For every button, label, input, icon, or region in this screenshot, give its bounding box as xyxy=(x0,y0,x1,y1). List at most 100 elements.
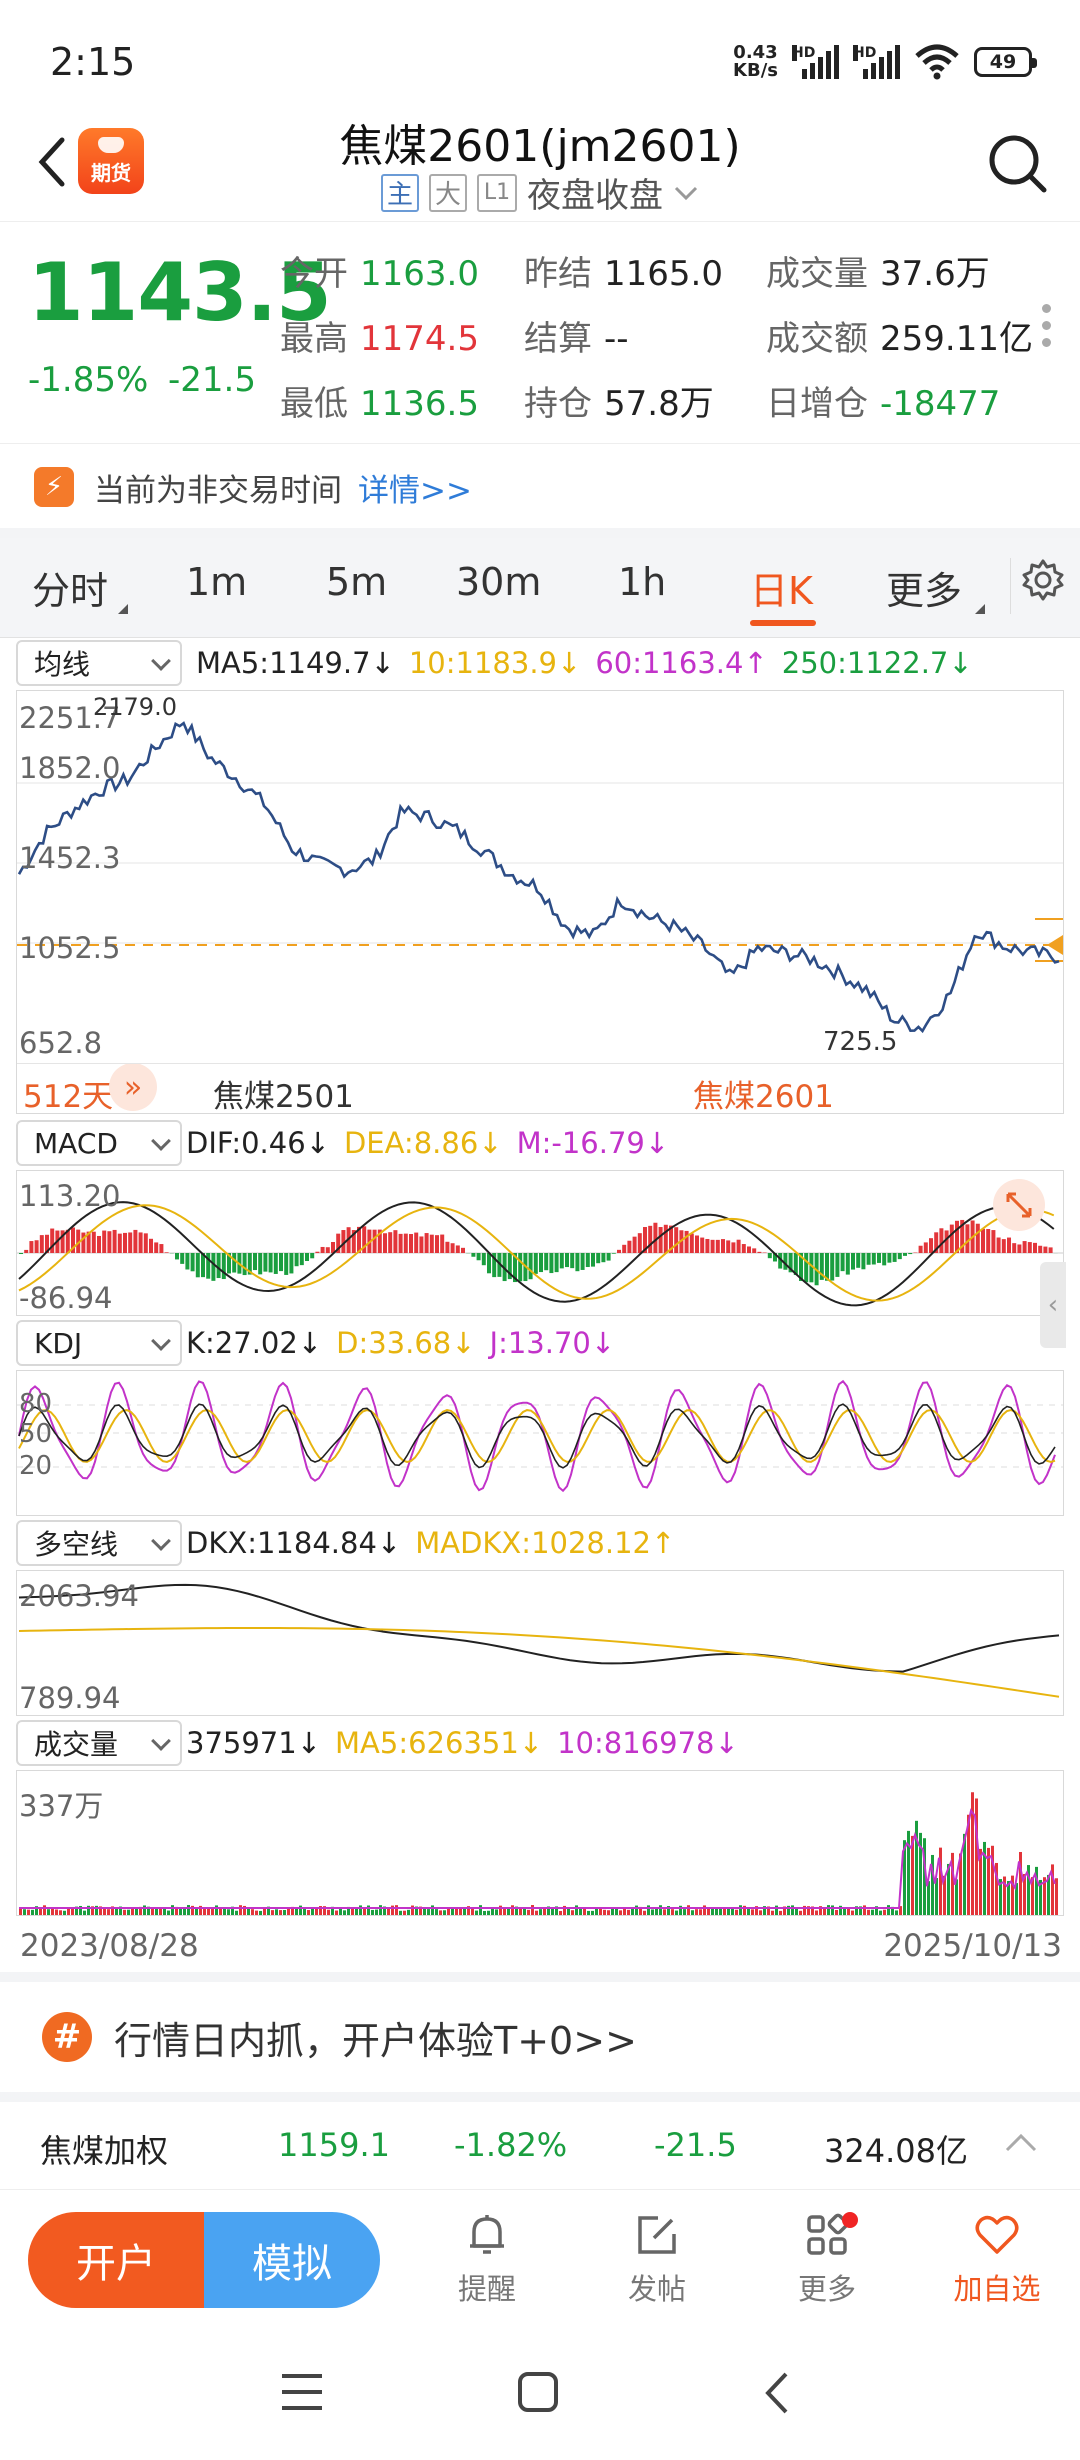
open-account-button[interactable]: 开户 xyxy=(28,2212,204,2308)
ma-selector[interactable]: 均线 xyxy=(16,640,182,686)
weighted-name: 焦煤加权 xyxy=(40,2132,169,2170)
tag-big[interactable]: 大 xyxy=(429,173,467,212)
macd-bar xyxy=(840,1253,845,1272)
macd-bar xyxy=(710,1239,715,1253)
kdj-selector-label: KDJ xyxy=(34,1326,83,1360)
volume-bar xyxy=(491,1908,494,1915)
volume-bar xyxy=(939,1847,942,1915)
volume-bar xyxy=(679,1905,682,1915)
volume-bar xyxy=(175,1906,178,1915)
volume-bar xyxy=(467,1906,470,1915)
volume-bar xyxy=(691,1910,694,1915)
tab-intraday[interactable]: 分时 xyxy=(32,569,109,613)
tab-1m[interactable]: 1m xyxy=(186,560,248,604)
macd-bar xyxy=(700,1237,705,1253)
remind-button[interactable]: 提醒 xyxy=(432,2210,542,2308)
tab-more[interactable]: 更多 xyxy=(886,569,963,613)
tag-l1[interactable]: L1 xyxy=(477,173,517,212)
weighted-index-row[interactable]: 焦煤加权 1159.1 -1.82% -21.5 324.08亿 xyxy=(0,2102,1080,2190)
menu-icon[interactable] xyxy=(280,2372,324,2412)
dkx-selector[interactable]: 多空线 xyxy=(16,1520,182,1566)
back-button[interactable] xyxy=(22,132,82,192)
volume-bar xyxy=(363,1907,366,1915)
madkx-value: MADKX:1028.12↑ xyxy=(415,1526,676,1560)
macd-bar xyxy=(570,1253,575,1269)
dkx-values: DKX:1184.84↓ MADKX:1028.12↑ xyxy=(186,1526,689,1560)
macd-bar xyxy=(492,1253,497,1278)
macd-bar xyxy=(518,1253,523,1282)
volume-bar xyxy=(771,1910,774,1915)
page-title: 焦煤2601(jm2601) xyxy=(339,121,741,172)
macd-bar xyxy=(960,1219,965,1253)
header-subtitle[interactable]: 主 大 L1 夜盘收盘 xyxy=(0,168,1080,217)
volume-bar xyxy=(171,1905,174,1915)
volume-bar xyxy=(339,1908,342,1915)
volume-chart[interactable]: 337万 xyxy=(16,1770,1064,1916)
chevron-down-icon xyxy=(151,1331,171,1351)
macd-chart[interactable]: 113.20 -86.94 xyxy=(16,1170,1064,1316)
volume-bar xyxy=(519,1908,522,1915)
volume-bar xyxy=(243,1905,246,1915)
macd-bar xyxy=(71,1227,75,1253)
macd-bar xyxy=(929,1238,933,1253)
expand-history-icon[interactable]: » xyxy=(109,1063,157,1111)
volume-bar xyxy=(983,1841,986,1915)
macd-selector[interactable]: MACD xyxy=(16,1120,182,1166)
kline-chart[interactable]: 2251.7 1852.0 1452.3 1052.5 652.8 2179.0… xyxy=(16,690,1064,1115)
volume-bar xyxy=(787,1905,790,1915)
tag-main[interactable]: 主 xyxy=(381,173,419,212)
home-icon[interactable] xyxy=(516,2370,560,2414)
dkx-chart[interactable]: 2063.94 789.94 xyxy=(16,1570,1064,1716)
macd-bar xyxy=(944,1230,949,1253)
macd-bar xyxy=(429,1234,434,1253)
expand-chart-icon[interactable] xyxy=(993,1179,1045,1231)
volume-bar xyxy=(287,1907,290,1915)
macd-bar xyxy=(544,1253,549,1271)
weighted-price: 1159.1 xyxy=(278,2126,390,2164)
tab-1h[interactable]: 1h xyxy=(618,560,667,604)
back-icon[interactable] xyxy=(762,2370,792,2416)
stat-turnover: 成交额 259.11亿 xyxy=(766,319,1033,359)
tab-5m[interactable]: 5m xyxy=(326,560,388,604)
volume-bar xyxy=(531,1905,534,1915)
volume-bar xyxy=(695,1909,698,1915)
volume-bar xyxy=(527,1909,530,1915)
promo-banner[interactable]: # 行情日内抓，开户体验T+0>> xyxy=(0,1972,1080,2102)
volume-bar xyxy=(127,1909,130,1915)
volume-bar xyxy=(863,1905,866,1915)
volume-selector-label: 成交量 xyxy=(34,1728,119,1761)
volume-bar xyxy=(131,1907,134,1915)
kdj-selector[interactable]: KDJ xyxy=(16,1320,182,1366)
volume-bar xyxy=(811,1906,814,1915)
volume-bar xyxy=(199,1905,202,1915)
macd-selector-label: MACD xyxy=(34,1126,118,1160)
notice-details-link[interactable]: 详情>> xyxy=(358,472,472,509)
macd-bar xyxy=(268,1253,273,1273)
more-button[interactable]: 更多 xyxy=(772,2210,882,2308)
post-button[interactable]: 发帖 xyxy=(602,2210,712,2308)
side-collapse-handle[interactable]: ‹ xyxy=(1040,1262,1066,1348)
volume-bar xyxy=(403,1910,406,1915)
volume-selector[interactable]: 成交量 xyxy=(16,1720,182,1766)
chart-settings-button[interactable] xyxy=(1010,558,1066,614)
simulate-button[interactable]: 模拟 xyxy=(204,2212,380,2308)
volume-bar xyxy=(231,1906,234,1915)
macd-m-value: M:-16.79↓ xyxy=(516,1126,670,1160)
macd-dif-line xyxy=(18,1201,1055,1307)
volume-bar xyxy=(71,1907,74,1915)
tab-30m[interactable]: 30m xyxy=(456,560,542,604)
more-options-icon[interactable] xyxy=(1042,304,1052,355)
macd-bar xyxy=(445,1241,450,1253)
add-watchlist-button[interactable]: 加自选 xyxy=(942,2210,1052,2308)
search-button[interactable] xyxy=(986,132,1050,196)
macd-bar xyxy=(1038,1245,1043,1253)
macd-bar xyxy=(1017,1244,1022,1253)
volume-bar xyxy=(987,1847,990,1915)
volume-bar xyxy=(375,1909,378,1915)
volume-bar xyxy=(263,1907,266,1915)
kdj-chart[interactable]: 80 50 20 xyxy=(16,1370,1064,1516)
tab-daily-k[interactable]: 日K xyxy=(750,569,813,613)
chevron-up-icon[interactable] xyxy=(1004,2132,1038,2154)
volume-bar xyxy=(783,1906,786,1915)
macd-values: DIF:0.46↓ DEA:8.86↓ M:-16.79↓ xyxy=(186,1126,683,1160)
